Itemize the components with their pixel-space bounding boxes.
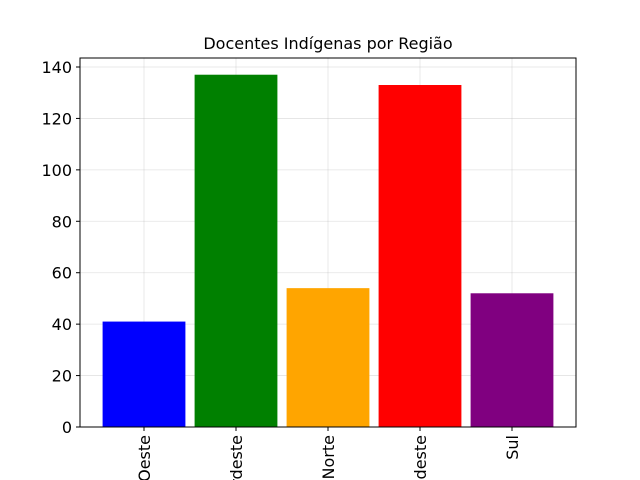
- x-tick-label: Nordeste: [227, 435, 246, 480]
- bar: [194, 74, 278, 427]
- y-tick-label: 40: [52, 315, 72, 334]
- bar: [286, 288, 370, 427]
- y-tick-label: 20: [52, 367, 72, 386]
- y-tick-label: 140: [41, 58, 72, 77]
- plot-frame: [79, 57, 577, 428]
- y-tick-label: 80: [52, 212, 72, 231]
- y-tick-label: 120: [41, 109, 72, 128]
- x-tick-label: Centro-Oeste: [135, 435, 154, 480]
- x-tick-label: Sudeste: [411, 435, 430, 480]
- chart-title: Docentes Indígenas por Região: [203, 34, 452, 53]
- bar: [470, 293, 554, 427]
- x-tick-label: Sul: [503, 435, 522, 460]
- y-tick-label: 100: [41, 161, 72, 180]
- y-tick-label: 60: [52, 264, 72, 283]
- x-tick-label: Norte: [319, 435, 338, 479]
- bar: [102, 321, 186, 427]
- bar: [378, 85, 462, 427]
- y-tick-label: 0: [62, 418, 72, 437]
